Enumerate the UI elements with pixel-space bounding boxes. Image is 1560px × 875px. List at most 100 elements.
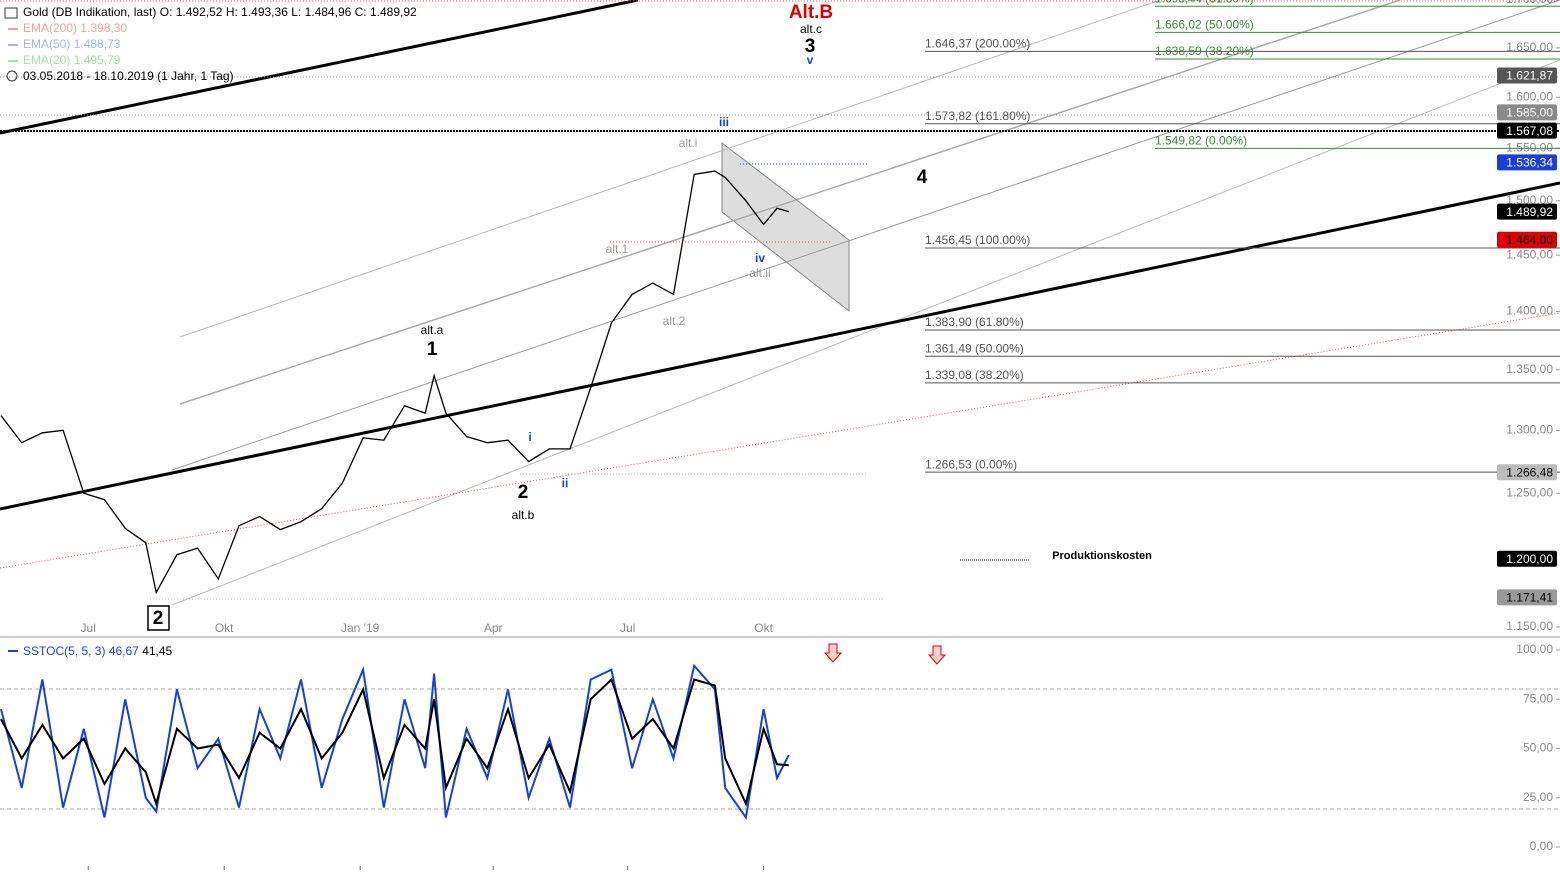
channel-line bbox=[179, 0, 1161, 338]
header: Gold (DB Indikation, last) O: 1.492,52 H… bbox=[23, 5, 417, 19]
y-tick-label: 100,00 bbox=[1516, 642, 1553, 656]
trend-line bbox=[0, 0, 639, 135]
signal-arrow bbox=[927, 645, 947, 665]
y-tick-label: 1.500,00 bbox=[1506, 193, 1553, 207]
stoch-legend: SSTOC(5, 5, 3) 46,67 41,45 bbox=[23, 644, 173, 658]
x-tick-label: Okt bbox=[215, 621, 234, 635]
price-tag bbox=[1497, 104, 1557, 121]
y-tick-label: 1.350,00 bbox=[1506, 362, 1553, 376]
annotation: 2 bbox=[518, 482, 529, 503]
fib-label: 1.638,59 (38.20%) bbox=[1155, 44, 1254, 58]
y-tick-label: 1.600,00 bbox=[1506, 89, 1553, 103]
annotation: alt.2 bbox=[663, 314, 686, 328]
y-tick-label: 1.400,00 bbox=[1506, 304, 1553, 318]
y-tick-label: 75,00 bbox=[1523, 691, 1553, 705]
legend-text: Gold (DB Indikation, last) bbox=[23, 5, 156, 19]
fib-label: 1.693,44 (61.80%) bbox=[1155, 0, 1254, 5]
x-tick-label: Jul bbox=[620, 621, 635, 635]
fib-label: 1.666,02 (50.00%) bbox=[1155, 18, 1254, 32]
x-tick-label: Jul bbox=[81, 621, 96, 635]
fib-label: 1.266,53 (0.00%) bbox=[925, 457, 1017, 471]
legend-text: 1.495,79 bbox=[74, 53, 121, 67]
annotation: alt.c bbox=[800, 22, 822, 36]
price-tag bbox=[1497, 203, 1557, 220]
date-range: 03.05.2018 - 18.10.2019 (1 Jahr, 1 Tag) bbox=[23, 69, 234, 83]
legend-text: L: bbox=[291, 5, 301, 19]
y-tick-label: 0,00 bbox=[1530, 839, 1554, 853]
y-tick-label: 50,00 bbox=[1523, 741, 1553, 755]
channel-line bbox=[179, 0, 1401, 405]
price-tag bbox=[1497, 122, 1557, 139]
legend-text: SSTOC(5, 5, 3) bbox=[23, 644, 105, 658]
price-tag-label: 1.171,41 bbox=[1506, 591, 1553, 605]
wave-box bbox=[147, 605, 170, 631]
price-tag bbox=[1497, 154, 1557, 171]
fib-label: 1.383,90 (61.80%) bbox=[925, 315, 1024, 329]
fib-label: 1.573,82 (161.80%) bbox=[925, 109, 1030, 123]
legend-text: 1.484,96 bbox=[305, 5, 352, 19]
clock-icon bbox=[6, 70, 18, 82]
y-tick-label: 1.250,00 bbox=[1506, 485, 1553, 499]
legend-text: 1.398,30 bbox=[80, 21, 127, 35]
fib-label: 1.361,49 (50.00%) bbox=[925, 341, 1024, 355]
legend-text: 46,67 bbox=[109, 644, 139, 658]
legend-entry: EMA(200) 1.398,30 bbox=[23, 21, 127, 35]
legend-text: EMA(200) bbox=[23, 21, 77, 35]
series-line bbox=[0, 663, 790, 821]
legend-text: O: bbox=[160, 5, 173, 19]
legend-text: 1.493,36 bbox=[241, 5, 288, 19]
price-tag-label: 1.567,08 bbox=[1506, 124, 1553, 138]
y-tick-label: 25,00 bbox=[1523, 790, 1553, 804]
annotation: Produktionskosten bbox=[1052, 550, 1152, 562]
y-tick-label: 1.450,00 bbox=[1506, 247, 1553, 261]
x-tick-label: Okt bbox=[754, 621, 773, 635]
price-tag bbox=[1497, 464, 1557, 481]
price-tag-label: 1.585,00 bbox=[1506, 106, 1553, 120]
y-tick-label: 1.550,00 bbox=[1506, 140, 1553, 154]
legend-text: EMA(50) bbox=[23, 37, 70, 51]
legend-text: 1.488,73 bbox=[74, 37, 121, 51]
price-tag-label: 1.464,00 bbox=[1506, 233, 1553, 247]
annotation: alt.1 bbox=[606, 242, 629, 256]
annotation: 4 bbox=[917, 167, 928, 188]
channel-shade bbox=[721, 141, 850, 313]
series-line bbox=[0, 170, 789, 595]
legend-text: H: bbox=[226, 5, 238, 19]
x-tick-label: Jan '19 bbox=[341, 621, 380, 635]
legend-text: 1.489,92 bbox=[370, 5, 417, 19]
annotation: i bbox=[528, 430, 531, 444]
y-tick-label: 1.700,00 bbox=[1506, 0, 1553, 6]
legend-entry: EMA(20) 1.495,79 bbox=[23, 53, 121, 67]
annotation: alt.i bbox=[679, 136, 698, 150]
annotation: iv bbox=[755, 251, 765, 265]
fib-label: 1.549,82 (0.00%) bbox=[1155, 134, 1247, 148]
price-tag bbox=[1497, 67, 1557, 84]
y-tick-label: 1.650,00 bbox=[1506, 40, 1553, 54]
annotation: v bbox=[807, 53, 814, 67]
annotation: alt.ii bbox=[749, 266, 770, 280]
legend-entry: EMA(50) 1.488,73 bbox=[23, 37, 121, 51]
channel-line bbox=[171, 59, 1560, 606]
x-tick-label: Apr bbox=[484, 621, 503, 635]
fib-label: 1.339,08 (38.20%) bbox=[925, 368, 1024, 382]
fib-label: 1.456,45 (100.00%) bbox=[925, 233, 1030, 247]
y-tick-label: 1.150,00 bbox=[1506, 619, 1553, 633]
annotations: Alt.B alt.c 3 v iii alt.i 4 alt.1 iv alt… bbox=[153, 2, 1152, 629]
signal-arrow bbox=[823, 643, 843, 663]
annotation: iii bbox=[719, 115, 729, 129]
annotation: 2 bbox=[153, 608, 164, 629]
legend-text: C: bbox=[355, 5, 367, 19]
price-tag-label: 1.489,92 bbox=[1506, 205, 1553, 219]
y-tick-label: 1.300,00 bbox=[1506, 423, 1553, 437]
annotation: 3 bbox=[805, 36, 816, 57]
fib-label: 1.646,37 (200.00%) bbox=[925, 37, 1030, 51]
legend-text: EMA(20) bbox=[23, 53, 70, 67]
legend-text: 41,45 bbox=[142, 644, 172, 658]
price-tag-label: 1.266,48 bbox=[1506, 465, 1553, 479]
price-tag bbox=[1497, 589, 1557, 606]
price-tag bbox=[1497, 550, 1557, 567]
legend-text: 1.492,52 bbox=[176, 5, 223, 19]
annotation: alt.b bbox=[512, 508, 535, 522]
price-tag bbox=[1497, 231, 1557, 248]
